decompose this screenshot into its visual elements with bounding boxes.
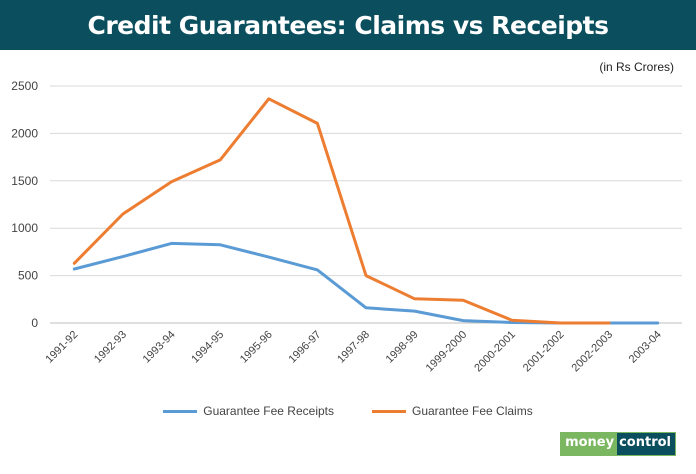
legend-label-receipts: Guarantee Fee Receipts (203, 404, 334, 418)
x-tick-label: 1999-2000 (424, 329, 470, 375)
x-tick-label: 1996-97 (286, 329, 323, 366)
logo-part-money: money (561, 433, 618, 455)
title-bar: Credit Guarantees: Claims vs Receipts (0, 0, 696, 50)
series-line-claims (72, 97, 611, 325)
legend-label-claims: Guarantee Fee Claims (412, 404, 533, 418)
x-tick-label: 1992-93 (92, 329, 129, 366)
legend-item-claims: Guarantee Fee Claims (372, 404, 533, 418)
x-tick-label: 1997-98 (335, 329, 372, 366)
legend-item-receipts: Guarantee Fee Receipts (163, 404, 334, 418)
logo-part-control: control (617, 433, 675, 455)
y-tick-label: 2500 (11, 79, 38, 93)
x-tick-label: 1994-95 (189, 329, 226, 366)
chart-title: Credit Guarantees: Claims vs Receipts (87, 10, 609, 40)
y-tick-label: 1500 (11, 174, 38, 188)
y-tick-label: 0 (31, 316, 38, 330)
x-tick-label: 1991-92 (43, 329, 80, 366)
series-line-receipts (72, 241, 660, 325)
x-tick-label: 1993-94 (141, 329, 178, 366)
legend-swatch-receipts (163, 409, 198, 413)
x-tick-label: 2001-2002 (521, 329, 567, 375)
unit-note: (in Rs Crores) (599, 60, 674, 74)
x-tick-label: 1995-96 (238, 329, 275, 366)
legend: Guarantee Fee Receipts Guarantee Fee Cla… (0, 404, 696, 418)
x-tick-label: 2000-2001 (472, 329, 518, 375)
moneycontrol-logo: money control (560, 432, 676, 456)
x-tick-label: 1998-99 (384, 329, 421, 366)
x-tick-label: 2003-04 (627, 329, 664, 366)
legend-swatch-claims (372, 409, 406, 413)
y-tick-label: 500 (18, 269, 38, 283)
y-tick-label: 2000 (11, 126, 38, 140)
x-tick-label: 2002-2003 (570, 329, 616, 375)
y-tick-label: 1000 (11, 221, 38, 235)
